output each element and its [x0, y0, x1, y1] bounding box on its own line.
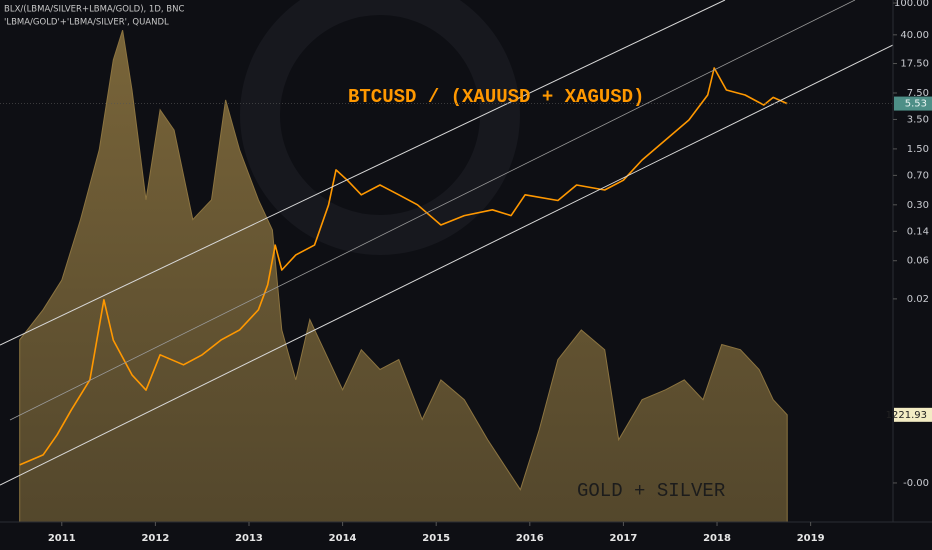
- y-tick-label: 7.50: [907, 88, 929, 99]
- x-tick-label: 2014: [329, 533, 357, 544]
- x-tick-label: 2019: [797, 533, 825, 544]
- y-tick-label: 0.30: [907, 200, 929, 211]
- y-tick-label: -0.00: [903, 478, 929, 489]
- x-tick-label: 2016: [516, 533, 544, 544]
- last-value-box: [894, 407, 932, 422]
- header: BLX/(LBMA/SILVER+LBMA/GOLD), 1D, BNC: [4, 5, 184, 15]
- channel-line: [0, 44, 894, 486]
- y-tick-label: 0.14: [907, 226, 929, 237]
- x-tick-label: 2012: [141, 533, 169, 544]
- area: [19, 30, 788, 523]
- y-tick-label: 0.06: [907, 256, 929, 267]
- last-value-box: [894, 96, 932, 111]
- x-tick-label: 2015: [422, 533, 450, 544]
- last-value-label: 5.53: [905, 99, 927, 110]
- x-tick-label: 2018: [703, 533, 731, 544]
- y-tick-label: 0.02: [907, 294, 929, 305]
- x-tick-label: 2017: [609, 533, 637, 544]
- last-value-label: 1221.93: [886, 410, 927, 421]
- annotation: BTCUSD / (XAUUSD + XAGUSD): [348, 86, 644, 108]
- annotation: GOLD + SILVER: [577, 480, 725, 502]
- y-tick-label: 17.50: [900, 59, 929, 70]
- y-tick-label: 3.50: [907, 114, 929, 125]
- x-tick-label: 2011: [48, 533, 76, 544]
- plot-area: [19, 30, 788, 523]
- y-tick-label: 40.00: [900, 30, 929, 41]
- watermark: [240, 0, 520, 255]
- y-tick-label: 1.50: [907, 144, 929, 155]
- header: 'LBMA/GOLD'+'LBMA/SILVER', QUANDL: [4, 18, 169, 28]
- x-tick-label: 2013: [235, 533, 263, 544]
- y-tick-label: 100.00: [894, 0, 929, 9]
- channel-line: [0, 0, 726, 346]
- channel-line: [9, 0, 856, 421]
- y-tick-label: 0.70: [907, 170, 929, 181]
- line: [19, 67, 788, 466]
